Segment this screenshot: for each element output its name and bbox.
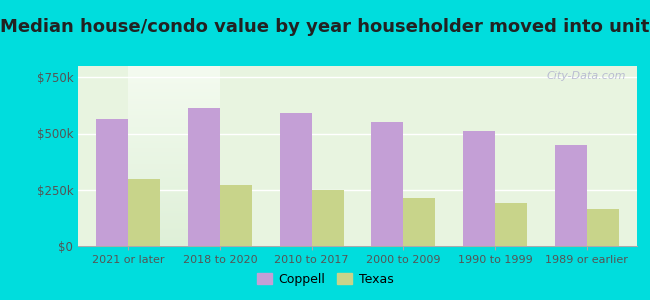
Bar — [586, 209, 619, 246]
Text: City-Data.com: City-Data.com — [546, 71, 626, 81]
Legend: Coppell, Texas: Coppell, Texas — [252, 268, 398, 291]
Bar — [280, 113, 312, 246]
Bar — [220, 185, 252, 246]
Bar — [403, 198, 436, 246]
Bar — [554, 145, 586, 246]
Bar — [96, 119, 129, 246]
Bar — [129, 178, 161, 246]
Bar — [495, 202, 527, 246]
Bar — [371, 122, 403, 246]
Bar — [463, 131, 495, 246]
Bar — [188, 108, 220, 246]
Text: Median house/condo value by year householder moved into unit: Median house/condo value by year househo… — [0, 18, 650, 36]
Bar — [312, 190, 344, 246]
